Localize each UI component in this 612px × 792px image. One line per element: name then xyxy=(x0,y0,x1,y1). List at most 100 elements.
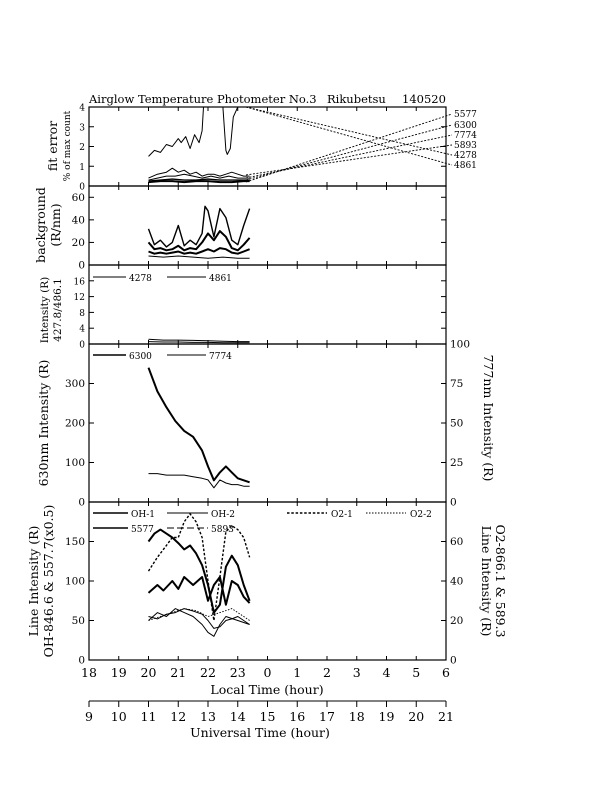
y-tick-label-line_intensity: 100 xyxy=(65,576,85,588)
series-fit_error-5577 xyxy=(148,167,250,179)
fit-error-leader-4278 xyxy=(245,106,453,156)
series-line_intensity-5577 xyxy=(147,528,251,614)
figure-header: Airglow Temperature Photometer No.3 Riku… xyxy=(88,92,446,106)
ylabel-right-line-intensity: Line Intensity (R) xyxy=(479,526,494,637)
y-tick-label-fit_error: 3 xyxy=(79,123,85,133)
ylabel-fit-error: fit error xyxy=(45,121,60,171)
legend-blue-intensity: 4278 4861 xyxy=(93,274,232,284)
series-fit_error-7774 xyxy=(148,178,250,182)
x-tick-label-local: 3 xyxy=(353,665,361,680)
legend-label-4861: 4861 xyxy=(209,274,232,284)
header-title: Airglow Temperature Photometer No.3 xyxy=(88,92,317,106)
x-tick-label-local: 0 xyxy=(264,665,272,680)
fit-error-leader-5893 xyxy=(245,144,453,176)
legend-label-7774: 7774 xyxy=(209,352,232,362)
y-tick-label-right-red_green: 0 xyxy=(450,497,457,509)
y-tick-label-fit_error: 1 xyxy=(79,163,85,173)
series-background-bg-upper xyxy=(147,205,251,248)
x-tick-label-universal: 11 xyxy=(141,709,157,724)
fit-error-legend-5577: 5577 xyxy=(454,110,477,120)
y-tick-label-red_green: 200 xyxy=(65,418,85,430)
series-red_green-7774 xyxy=(148,473,250,489)
ylabel-line-intensity: Line Intensity (R) xyxy=(26,526,41,637)
series-fit_error-5893 xyxy=(148,180,250,184)
x-tick-label-local: 4 xyxy=(383,665,391,680)
x-tick-label-local: 2 xyxy=(323,665,331,680)
legend-label-5577: 5577 xyxy=(131,525,154,535)
legend-label-o22: O2-2 xyxy=(410,510,432,520)
x-tick-label-universal: 12 xyxy=(170,709,186,724)
fit-error-leader-7774 xyxy=(245,134,453,179)
y-tick-label-right-line_intensity: 20 xyxy=(450,615,463,627)
fit-error-legend-5893: 5893 xyxy=(454,141,477,151)
y-tick-label-red_green: 0 xyxy=(78,497,85,509)
ylabel-fit-error-2: % of max count xyxy=(63,110,73,181)
y-tick-label-fit_error: 4 xyxy=(79,104,85,114)
y-tick-label-right-line_intensity: 40 xyxy=(450,576,463,588)
x-tick-label-universal: 21 xyxy=(438,709,454,724)
series-background-bg-base xyxy=(148,255,250,259)
y-tick-label-right-line_intensity: 60 xyxy=(450,536,463,548)
series-line_intensity-5893 xyxy=(148,608,250,637)
x-tick-label-local: 19 xyxy=(111,665,127,680)
series-line_intensity-o2-1 xyxy=(147,513,251,622)
legend-label-oh2: OH-2 xyxy=(211,510,235,520)
x-tick-label-universal: 20 xyxy=(408,709,424,724)
ylabel-630nm: 630nm Intensity (R) xyxy=(36,360,51,487)
y-tick-label-background: 0 xyxy=(78,260,85,272)
panel-background-frame xyxy=(88,185,447,266)
series-blue_intensity-4278 xyxy=(148,338,250,343)
series-blue_intensity-4861 xyxy=(148,341,250,344)
ylabel-line-intensity-2: OH-846.6 & 557.7(x0.5) xyxy=(41,505,56,658)
y-tick-label-blue_intensity: 4 xyxy=(79,325,85,335)
series-background-bg-mid xyxy=(147,230,251,252)
x-tick-label-universal: 17 xyxy=(319,709,335,724)
y-tick-label-right-red_green: 50 xyxy=(450,418,463,430)
x-tick-label-local: 23 xyxy=(230,665,246,680)
series-fit_error-6300 xyxy=(148,173,250,181)
legend-label-4278: 4278 xyxy=(129,274,152,284)
series-line_intensity-oh-2 xyxy=(148,608,250,629)
legend-line-intensity: OH-1 OH-2 O2-1 O2-2 5577 5893 xyxy=(93,510,432,535)
y-tick-label-red_green: 300 xyxy=(65,378,85,390)
series-line_intensity-oh-1 xyxy=(147,576,251,606)
data-series xyxy=(147,106,251,637)
ylabel-777nm: 777nm Intensity (R) xyxy=(481,355,496,482)
ylabel-blue-intensity-2: 427.8/486.1 xyxy=(52,278,64,342)
y-tick-label-line_intensity: 0 xyxy=(78,655,85,667)
x-tick-label-universal: 9 xyxy=(85,709,93,724)
y-tick-label-blue_intensity: 16 xyxy=(74,277,86,287)
x-tick-label-universal: 16 xyxy=(289,709,305,724)
fit-error-legend-6300: 6300 xyxy=(454,121,477,131)
ylabel-blue-intensity: Intensity (R) xyxy=(39,277,51,343)
x-tick-label-local: 5 xyxy=(412,665,420,680)
y-tick-label-blue_intensity: 0 xyxy=(79,341,85,351)
panel-red-green-frame xyxy=(88,343,447,503)
y-tick-label-background: 60 xyxy=(72,192,85,204)
y-tick-label-right-line_intensity: 0 xyxy=(450,655,457,667)
y-tick-label-background: 40 xyxy=(72,214,85,226)
header-date: 140520 xyxy=(402,92,446,106)
x-tick-label-universal: 15 xyxy=(260,709,276,724)
series-fit_error-4278 xyxy=(148,106,244,157)
y-tick-label-fit_error: 2 xyxy=(79,143,85,153)
ylabel-right-line-intensity-2: O2-866.1 & 589.3 xyxy=(493,524,508,637)
series-background-bg-lower xyxy=(148,247,250,255)
x-tick-label-local: 21 xyxy=(170,665,186,680)
y-tick-label-blue_intensity: 8 xyxy=(79,309,85,319)
x-tick-label-local: 18 xyxy=(81,665,97,680)
fit-error-leader-4861 xyxy=(245,106,453,166)
x-tick-label-universal: 18 xyxy=(349,709,365,724)
y-tick-label-right-red_green: 25 xyxy=(450,457,463,469)
ylabel-background: background xyxy=(33,187,48,263)
series-line_intensity-o2-2 xyxy=(148,608,250,621)
xlabel-universal-time: Universal Time (hour) xyxy=(190,725,330,740)
legend-label-oh1: OH-1 xyxy=(131,510,155,520)
xlabel-local-time: Local Time (hour) xyxy=(210,682,323,697)
ylabel-background-2: (R/nm) xyxy=(48,203,63,246)
header-site: Rikubetsu xyxy=(327,92,386,106)
y-tick-label-right-red_green: 75 xyxy=(450,378,463,390)
x-tick-label-universal: 13 xyxy=(200,709,216,724)
y-tick-label-line_intensity: 150 xyxy=(65,536,85,548)
